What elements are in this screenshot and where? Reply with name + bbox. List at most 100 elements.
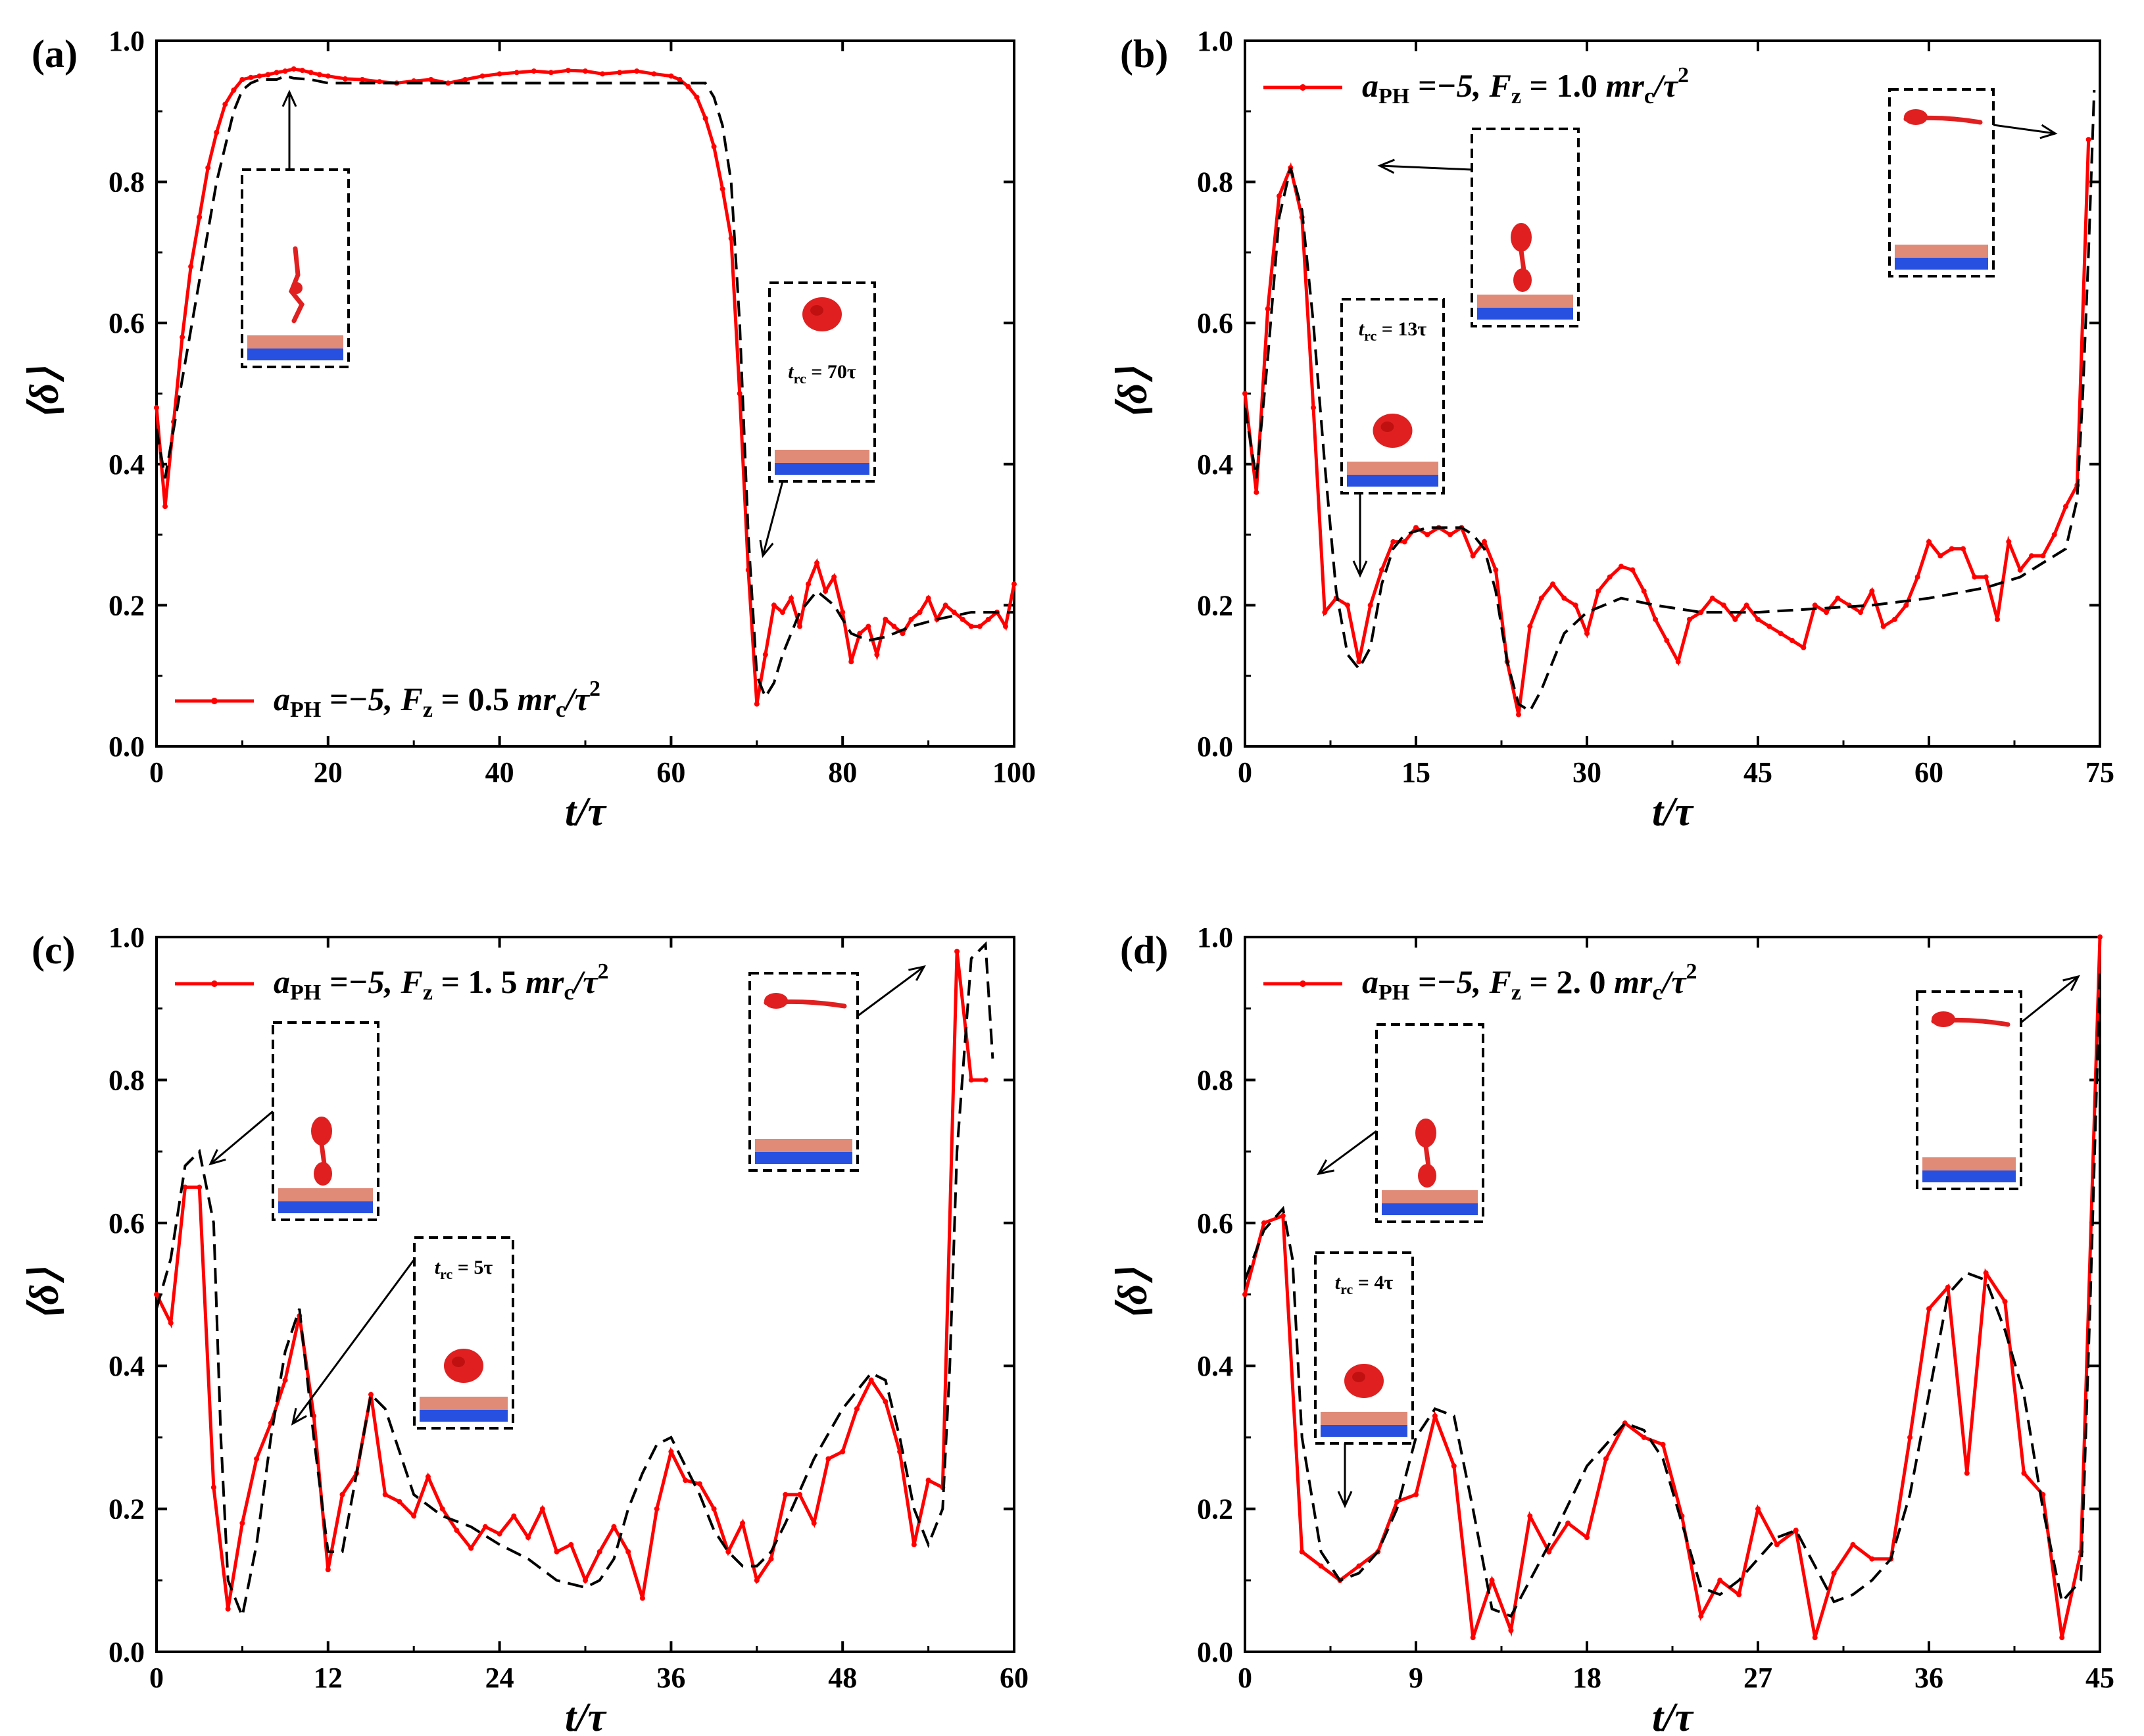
data-point [568,1541,574,1547]
data-point [639,1595,645,1601]
data-point [865,623,871,629]
y-tick-label: 0.6 [109,307,145,339]
series-line-fit [155,74,1014,700]
data-point [1732,616,1738,622]
data-point [1914,574,1920,580]
data-point [254,1456,260,1462]
data-point [754,701,760,707]
data-point [1413,1491,1419,1497]
data-point [1242,1291,1248,1297]
data-point [1489,1578,1495,1583]
data-point [1907,1434,1913,1440]
y-tick-label: 0.8 [109,166,145,199]
x-tick-label: 36 [656,1662,685,1694]
data-point [1619,564,1624,569]
snapshot-inset-intermediate [208,1021,379,1221]
data-point [308,70,314,76]
data-point [2059,1635,2065,1641]
data-point [168,1320,174,1326]
data-point [1538,595,1544,601]
data-point [1949,546,1955,552]
data-point [1596,588,1601,594]
data-point [848,659,854,665]
legend-label: aPH =−5, Fz = 1.0 mrc/τ2 [1362,63,1689,108]
legend: aPH =−5, Fz = 1.0 mrc/τ2 [1263,63,1689,108]
data-point [454,1528,460,1533]
x-tick-label: 0 [1238,1662,1252,1694]
data-point [1432,1413,1438,1419]
y-tick-label: 0.8 [1197,166,1233,199]
data-point [514,70,520,76]
snapshot-inset-collapsed: trc = 5τ [291,1236,514,1430]
data-point [1470,1635,1476,1641]
data-point [1869,1556,1875,1562]
legend-swatch-marker [1300,980,1306,987]
data-point [239,77,245,83]
data-point [983,1077,988,1083]
data-point [342,76,348,82]
data-point [325,73,331,79]
data-point [359,77,365,83]
data-point [482,1524,488,1530]
data-point [1721,602,1726,608]
series-line-fit [1244,90,2096,713]
x-tick-label: 36 [1914,1662,1943,1694]
data-point [696,1481,702,1487]
data-point [968,1077,974,1083]
inset-arrow-head [2062,975,2080,992]
x-tick-label: 40 [485,756,514,788]
data-point [1709,595,1715,601]
polymer-globule-shade [452,1357,465,1367]
data-point [1743,602,1749,608]
data-point [1880,623,1886,629]
data-point [265,72,271,78]
data-point [1755,1506,1761,1512]
data-point [977,623,983,629]
data-point [188,264,194,270]
legend: aPH =−5, Fz = 2. 0 mrc/τ2 [1263,959,1697,1005]
y-axis-label: ⟨δ⟩ [22,367,67,420]
data-point [737,391,743,397]
data-point [1675,659,1681,665]
data-point [583,1578,588,1583]
polymer-globule [444,1349,483,1383]
x-tick-label: 24 [485,1662,514,1694]
data-point [1425,532,1430,538]
panel-label: (c) [32,928,76,972]
data-point [1812,602,1818,608]
x-tick-label: 12 [314,1662,343,1694]
polymer-globule [802,297,842,331]
data-point [1937,553,1943,559]
data-point [840,1449,846,1455]
data-point [1493,567,1499,573]
polymer-end-cluster [1904,109,1928,125]
data-point [1345,602,1350,608]
x-tick-label: 18 [1572,1662,1601,1694]
x-tick-label: 45 [2085,1662,2114,1694]
data-point [222,101,228,107]
y-tick-label: 0.4 [1197,448,1233,481]
data-point [1311,404,1316,410]
data-point [511,1513,517,1519]
data-point [1717,1578,1723,1583]
series-line-simulation [1243,936,2102,1639]
data-point [711,1506,717,1512]
data-point [823,588,829,594]
data-point [1653,616,1658,622]
data-point [231,87,237,93]
data-point [728,235,734,241]
data-point [382,1491,388,1497]
data-point [1660,1441,1666,1447]
data-point [925,1478,931,1483]
data-point [831,574,837,580]
data-point [597,1549,602,1555]
data-point [1265,306,1271,312]
data-point [1835,595,1841,601]
polymer-chain [288,246,305,324]
data-point [1516,711,1521,717]
data-point [1778,631,1784,637]
inset-frame [768,281,876,483]
series-line-fit [155,941,994,1621]
recovery-time-label: trc = 5τ [435,1257,493,1282]
data-point [1995,616,2000,622]
